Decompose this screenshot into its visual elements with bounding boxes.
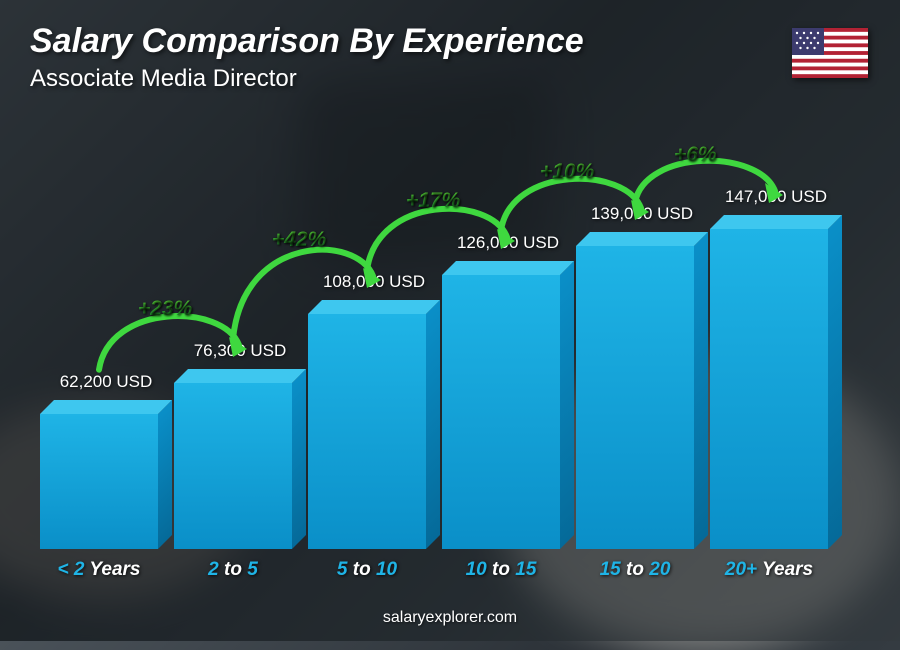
bar <box>576 246 694 549</box>
bar-side-face <box>292 369 306 549</box>
us-flag-icon <box>792 28 868 78</box>
delta-label: +6% <box>674 143 717 167</box>
bar-side-face <box>560 261 574 549</box>
bar <box>174 383 292 549</box>
bar-front-face <box>710 229 828 549</box>
bar-category-label: 15 to 20 <box>576 559 694 581</box>
header: Salary Comparison By Experience Associat… <box>30 22 584 93</box>
bar-top-face <box>40 400 172 414</box>
bar-category-label: 5 to 10 <box>308 559 426 581</box>
bar-front-face <box>442 275 560 549</box>
page-subtitle: Associate Media Director <box>30 65 584 93</box>
delta-label: +42% <box>272 228 326 252</box>
delta-label: +17% <box>406 189 460 213</box>
bar-front-face <box>576 246 694 549</box>
bar <box>40 414 158 549</box>
bar-side-face <box>694 232 708 549</box>
delta-label: +10% <box>540 160 594 184</box>
footer-credit: salaryexplorer.com <box>0 609 900 627</box>
bar-front-face <box>174 383 292 549</box>
bar-category-label: 10 to 15 <box>442 559 560 581</box>
bar-category-label: 2 to 5 <box>174 559 292 581</box>
bar <box>442 275 560 549</box>
bar-chart: 62,200 USD< 2 Years76,300 USD2 to 5108,0… <box>40 110 840 581</box>
bar-side-face <box>828 215 842 549</box>
bar-side-face <box>158 400 172 549</box>
page-title: Salary Comparison By Experience <box>30 22 584 61</box>
bar <box>710 229 828 549</box>
bar-side-face <box>426 300 440 549</box>
bar-category-label: 20+ Years <box>710 559 828 581</box>
bar-front-face <box>40 414 158 549</box>
bar-category-label: < 2 Years <box>40 559 158 581</box>
delta-label: +23% <box>138 297 192 321</box>
